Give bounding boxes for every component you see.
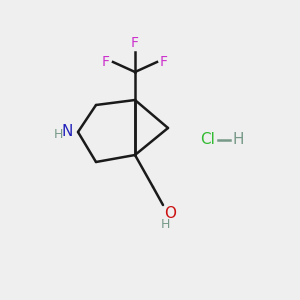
Text: O: O (164, 206, 176, 221)
Text: Cl: Cl (200, 133, 215, 148)
Text: N: N (61, 124, 73, 140)
Text: H: H (232, 133, 244, 148)
Text: F: F (102, 55, 110, 69)
Text: F: F (131, 36, 139, 50)
Text: H: H (160, 218, 170, 231)
Text: H: H (54, 128, 63, 142)
Text: F: F (160, 55, 168, 69)
